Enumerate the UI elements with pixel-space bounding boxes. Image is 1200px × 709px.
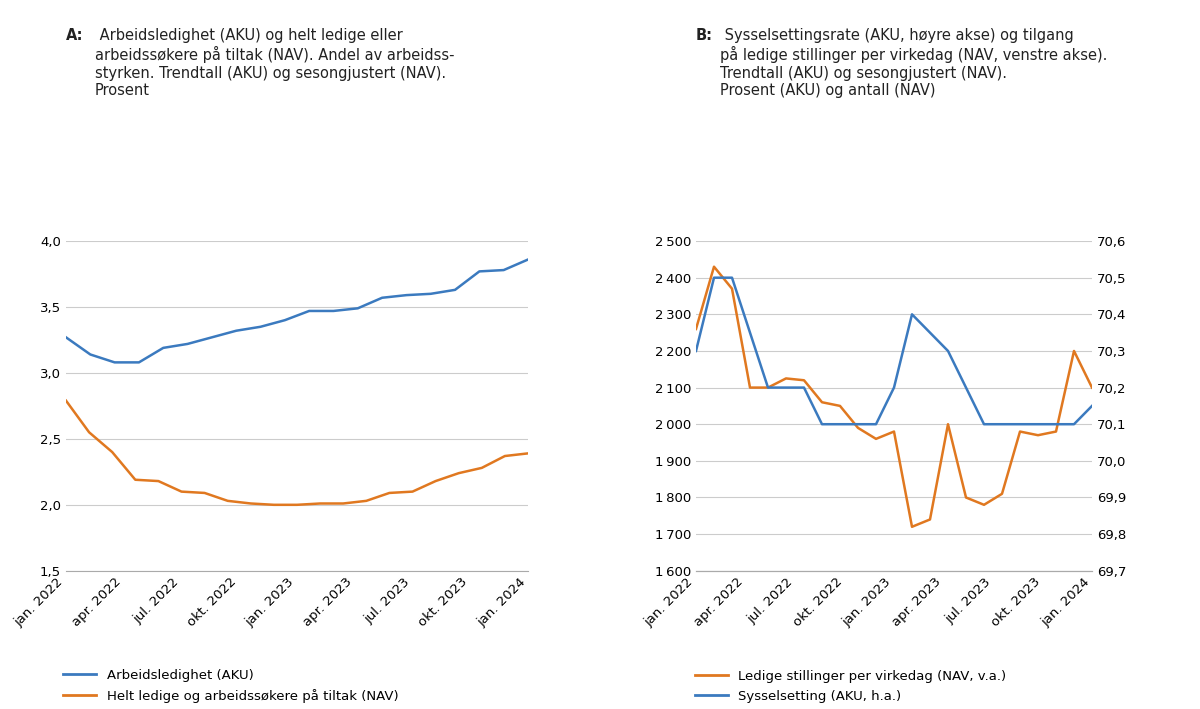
Text: Arbeidsledighet (AKU) og helt ledige eller
arbeidssøkere på tiltak (NAV). Andel : Arbeidsledighet (AKU) og helt ledige ell…: [95, 28, 455, 98]
Legend: Arbeidsledighet (AKU), Helt ledige og arbeidssøkere på tiltak (NAV): Arbeidsledighet (AKU), Helt ledige og ar…: [64, 669, 398, 703]
Text: A:: A:: [66, 28, 84, 43]
Text: B:: B:: [696, 28, 713, 43]
Text: Sysselsettingsrate (AKU, høyre akse) og tilgang
på ledige stillinger per virkeda: Sysselsettingsrate (AKU, høyre akse) og …: [720, 28, 1108, 98]
Legend: Ledige stillinger per virkedag (NAV, v.a.), Sysselsetting (AKU, h.a.): Ledige stillinger per virkedag (NAV, v.a…: [695, 670, 1007, 703]
